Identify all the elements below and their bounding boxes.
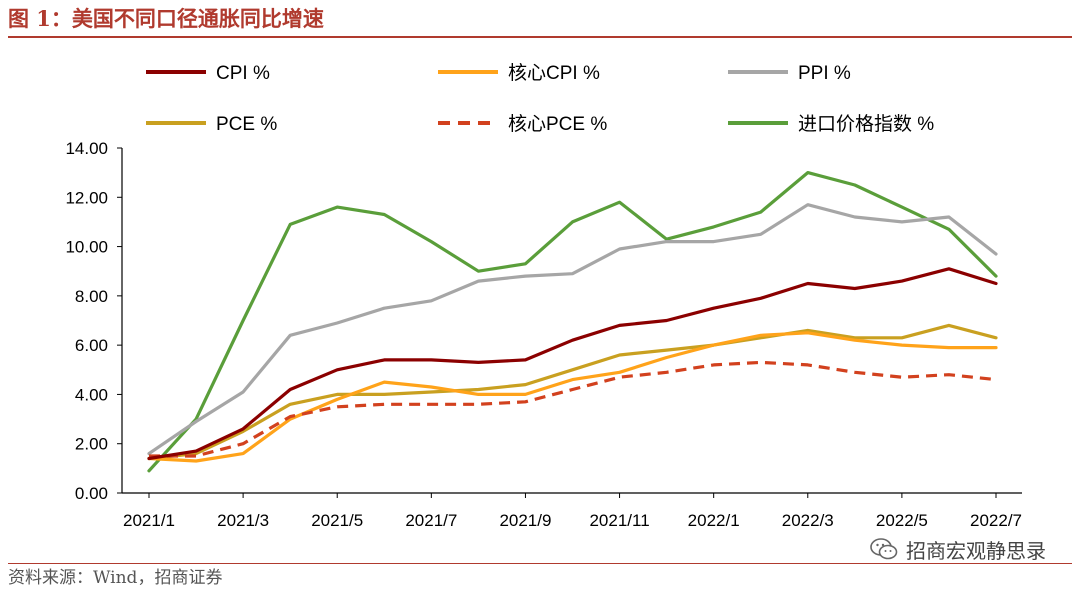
x-tick-label: 2021/5 (311, 511, 363, 530)
axes: 0.00 2.00 4.00 6.00 8.00 10.00 12.00 14.00 2021/… (65, 139, 1022, 530)
series-line-2 (147, 203, 998, 456)
y-tick-label: 6.00 (75, 336, 108, 355)
series-layer (147, 171, 998, 473)
series-line-5 (147, 171, 998, 473)
x-tick-label: 2021/7 (405, 511, 457, 530)
y-tick-label: 12.00 (65, 188, 108, 207)
line-chart: CPI % 核心CPI % PPI % PCE % 核心PCE % 进口价格指数 % 0.… (65, 62, 1022, 530)
y-tick-label: 0.00 (75, 484, 108, 503)
legend: CPI % 核心CPI % PPI % PCE % 核心PCE % 进口价格指数 % (146, 62, 934, 135)
watermark: 招商宏观静思录 (870, 533, 1046, 565)
figure-title: 图 1：美国不同口径通胀同比增速 (8, 6, 324, 31)
wechat-icon (870, 538, 898, 560)
x-tick-label: 2022/1 (688, 511, 740, 530)
series-line-1 (147, 331, 998, 463)
x-tick-label: 2021/9 (499, 511, 551, 530)
y-tick-label: 4.00 (75, 385, 108, 404)
source-note: 资料来源：Wind，招商证券 (8, 568, 223, 588)
legend-label-3: PCE % (216, 114, 277, 135)
legend-label-5: 进口价格指数 % (798, 113, 934, 135)
legend-label-1: 核心CPI % (508, 62, 600, 84)
legend-label-2: PPI % (798, 63, 851, 84)
x-tick-label: 2022/3 (782, 511, 834, 530)
series-line-0 (147, 267, 998, 461)
y-tick-label: 8.00 (75, 287, 108, 306)
watermark-text: 招商宏观静思录 (906, 538, 1046, 563)
legend-label-0: CPI % (216, 63, 270, 84)
x-tick-label: 2021/3 (217, 511, 269, 530)
x-tick-label: 2021/1 (123, 511, 175, 530)
y-tick-label: 2.00 (75, 435, 108, 454)
legend-label-4: 核心PCE % (508, 113, 607, 135)
title-divider (8, 36, 1072, 38)
y-tick-label: 14.00 (65, 139, 108, 158)
series-line-3 (147, 323, 998, 461)
y-tick-label: 10.00 (65, 238, 108, 257)
x-tick-label: 2021/11 (589, 511, 649, 530)
x-tick-label: 2022/7 (970, 511, 1022, 530)
source-divider (8, 563, 1072, 564)
series-line-4 (149, 360, 997, 458)
x-tick-label: 2022/5 (876, 511, 928, 530)
